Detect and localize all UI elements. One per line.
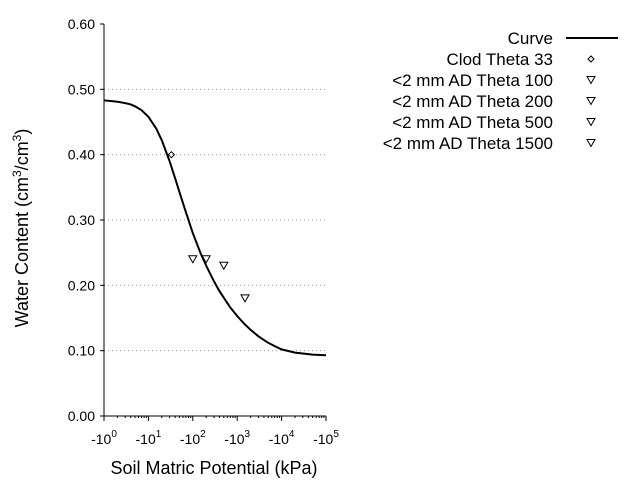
x-tick-label: -102 — [180, 429, 206, 447]
legend-label: <2 mm AD Theta 1500 — [383, 134, 553, 153]
x-tick-label: -103 — [224, 429, 250, 447]
y-axis-label-suffix: ) — [12, 129, 32, 135]
y-tick-label: 0.50 — [68, 81, 95, 97]
data-point — [201, 255, 212, 264]
data-point — [167, 150, 176, 159]
legend-label: <2 mm AD Theta 100 — [392, 71, 553, 90]
y-axis-label-sup1: 3 — [10, 170, 24, 177]
legend-label: <2 mm AD Theta 500 — [392, 113, 553, 132]
y-tick-label: 0.40 — [68, 147, 95, 163]
x-tick-label: -101 — [136, 429, 162, 447]
legend-label: Curve — [508, 29, 553, 48]
y-tick-label: 0.10 — [68, 343, 95, 359]
y-axis-label-mid: /cm — [12, 141, 32, 170]
grid — [104, 88, 326, 352]
y-axis-label-sup2: 3 — [10, 134, 24, 141]
x-tick-label: -105 — [313, 429, 339, 447]
y-tick-label: 0.20 — [68, 277, 95, 293]
y-tick-label: 0.00 — [68, 408, 95, 424]
legend: Curve Clod Theta 33 <2 mm AD Theta 100 <2 m… — [383, 29, 618, 153]
x-axis-label: Soil Matric Potential (kPa) — [110, 458, 317, 478]
plot-area — [103, 99, 327, 357]
legend-label: Clod Theta 33 — [447, 50, 553, 69]
legend-marker-symbol — [587, 55, 595, 63]
legend-marker-symbol — [586, 76, 596, 85]
curve-line — [103, 99, 327, 357]
y-axis-label-prefix: Water Content (cm — [12, 177, 32, 327]
x-tick-label: -104 — [269, 429, 295, 447]
y-tick-label: 0.30 — [68, 212, 95, 228]
y-axis-label: Water Content (cm3/cm3) — [10, 129, 32, 328]
legend-label: <2 mm AD Theta 200 — [392, 92, 553, 111]
legend-marker-symbol — [586, 139, 596, 148]
legend-marker-symbol — [586, 97, 596, 106]
axes: 0.00 0.10 0.20 0.30 0.40 0.50 0.60 -100 -101 -102… — [68, 16, 340, 447]
x-tick-label: -100 — [91, 429, 117, 447]
legend-marker-symbol — [586, 118, 596, 127]
data-point — [218, 261, 229, 271]
y-tick-label: 0.60 — [68, 16, 95, 32]
data-point — [240, 294, 250, 303]
data-point — [187, 255, 198, 264]
